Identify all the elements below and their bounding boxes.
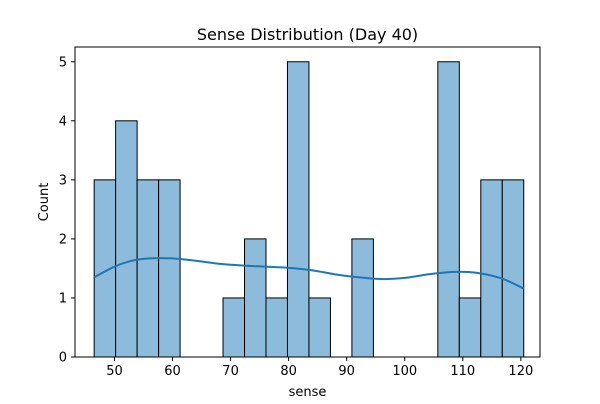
x-tick-label: 90: [338, 364, 355, 379]
x-tick-label: 120: [508, 364, 533, 379]
histogram-bar: [308, 297, 331, 358]
histogram-bar: [158, 179, 181, 358]
histogram-bar: [115, 120, 138, 358]
bars-layer: [93, 61, 525, 358]
x-tick-label: 50: [106, 364, 123, 379]
x-tick-label: 80: [280, 364, 297, 379]
histogram-bar: [458, 297, 482, 358]
y-axis-label: Count: [37, 183, 52, 222]
histogram-bar: [437, 61, 460, 358]
histogram-bar: [244, 238, 267, 358]
x-axis-label: sense: [289, 385, 327, 400]
x-tick-label: 110: [450, 364, 475, 379]
y-tick-label: 2: [59, 232, 67, 247]
histogram-bar: [136, 179, 160, 358]
y-tick-label: 3: [59, 173, 67, 188]
y-tick-label: 1: [59, 291, 67, 306]
axes-layer: 50 60 70 80 90 100 110 120 0 1 2 3 4 5: [59, 46, 541, 379]
plot-frame: [74, 46, 541, 358]
x-tick-label: 70: [222, 364, 239, 379]
kde-line: [93, 257, 525, 290]
y-tick-label: 4: [59, 114, 67, 129]
chart-title: Sense Distribution (Day 40): [197, 25, 418, 44]
histogram-bar: [480, 179, 503, 358]
histogram-bar: [501, 179, 525, 358]
y-tick-label: 0: [59, 351, 67, 366]
histogram-bar: [286, 61, 310, 358]
histogram-bar: [351, 238, 374, 358]
histogram-bar: [222, 297, 246, 358]
x-tick-label: 60: [164, 364, 181, 379]
histogram-bar: [265, 297, 288, 358]
kde-layer: [93, 257, 525, 290]
x-tick-label: 100: [392, 364, 417, 379]
y-tick-label: 5: [59, 55, 67, 70]
